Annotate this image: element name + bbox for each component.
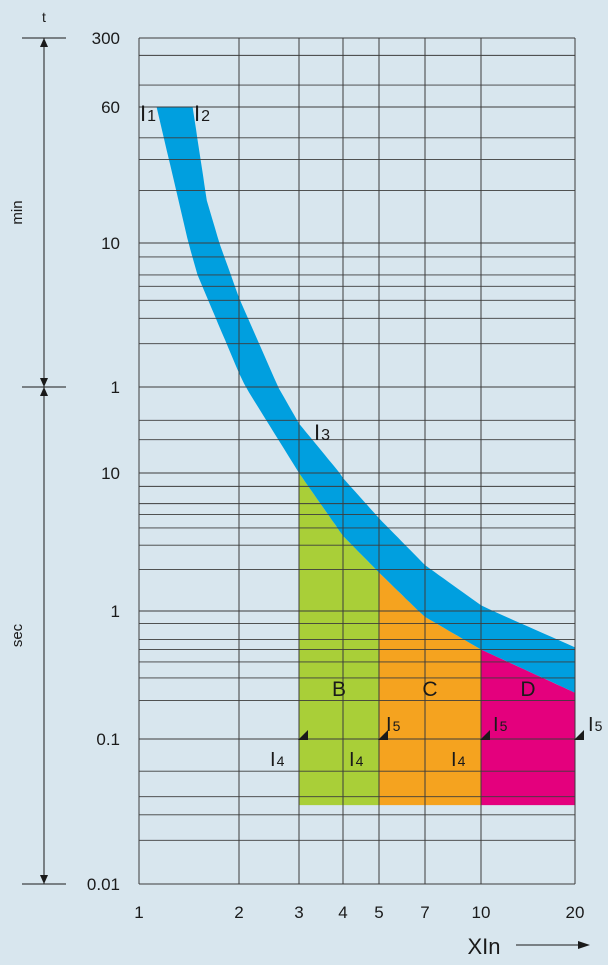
y-tick-label-10: 10 bbox=[101, 234, 120, 253]
marker-label-i4-at-10: I4 bbox=[451, 749, 466, 771]
zone-d-fill bbox=[481, 649, 575, 806]
zone-label-c: C bbox=[422, 678, 437, 701]
x-axis-label: XIn bbox=[467, 934, 500, 959]
zone-label-b: B bbox=[332, 678, 346, 701]
time-axis-label: t bbox=[42, 9, 46, 25]
time-axis-arrow bbox=[40, 875, 48, 884]
x-tick-label-20: 20 bbox=[566, 903, 585, 922]
label-i2: I2 bbox=[194, 101, 210, 126]
marker-label-i4-at-3: I4 bbox=[270, 749, 285, 771]
axes bbox=[22, 37, 590, 949]
y-tick-label-0.01: 0.01 bbox=[87, 875, 120, 894]
marker-tick-at-10 bbox=[480, 730, 490, 740]
time-axis-arrow bbox=[40, 378, 48, 387]
zone-fills bbox=[299, 473, 575, 806]
marker-label-i5-at-5: I5 bbox=[386, 714, 401, 736]
grid bbox=[138, 37, 576, 885]
marker-label-i4-at-5: I4 bbox=[349, 749, 364, 771]
marker-tick-at-5 bbox=[378, 730, 388, 740]
y-tick-label-1: 1 bbox=[111, 602, 120, 621]
x-tick-label-7: 7 bbox=[420, 903, 429, 922]
time-axis-arrow bbox=[40, 38, 48, 47]
marker-tick-at-3 bbox=[298, 730, 308, 740]
x-tick-label-3: 3 bbox=[294, 903, 303, 922]
y-tick-label-1: 1 bbox=[111, 378, 120, 397]
marker-label-i5-at-10: I5 bbox=[493, 714, 508, 736]
zone-label-d: D bbox=[520, 678, 535, 701]
time-axis-arrow bbox=[40, 387, 48, 396]
labels: 1 2 3 4 5 7 10 20 300 60 10 1 10 1 0.1 0.01 XIn t min sec I1… bbox=[9, 9, 603, 959]
time-range-sec: sec bbox=[9, 623, 26, 647]
label-i3: I3 bbox=[314, 420, 330, 445]
label-i1: I1 bbox=[140, 101, 156, 126]
marker-label-i5-at-20: I5 bbox=[588, 714, 603, 736]
x-tick-label-5: 5 bbox=[374, 903, 383, 922]
time-range-min: min bbox=[9, 200, 26, 224]
y-tick-label-60: 60 bbox=[101, 98, 120, 117]
y-tick-label-0.1: 0.1 bbox=[96, 730, 120, 749]
x-axis-arrow-head bbox=[578, 941, 590, 949]
y-tick-label-300: 300 bbox=[92, 29, 120, 48]
x-tick-label-4: 4 bbox=[338, 903, 347, 922]
x-tick-label-10: 10 bbox=[472, 903, 491, 922]
x-tick-label-1: 1 bbox=[134, 903, 143, 922]
thermal-band-area bbox=[156, 107, 575, 693]
thermal-band bbox=[156, 107, 575, 693]
y-tick-label-10: 10 bbox=[101, 464, 120, 483]
marker-tick-at-20 bbox=[574, 730, 584, 740]
zone-c-fill bbox=[379, 572, 481, 806]
x-tick-label-2: 2 bbox=[234, 903, 243, 922]
